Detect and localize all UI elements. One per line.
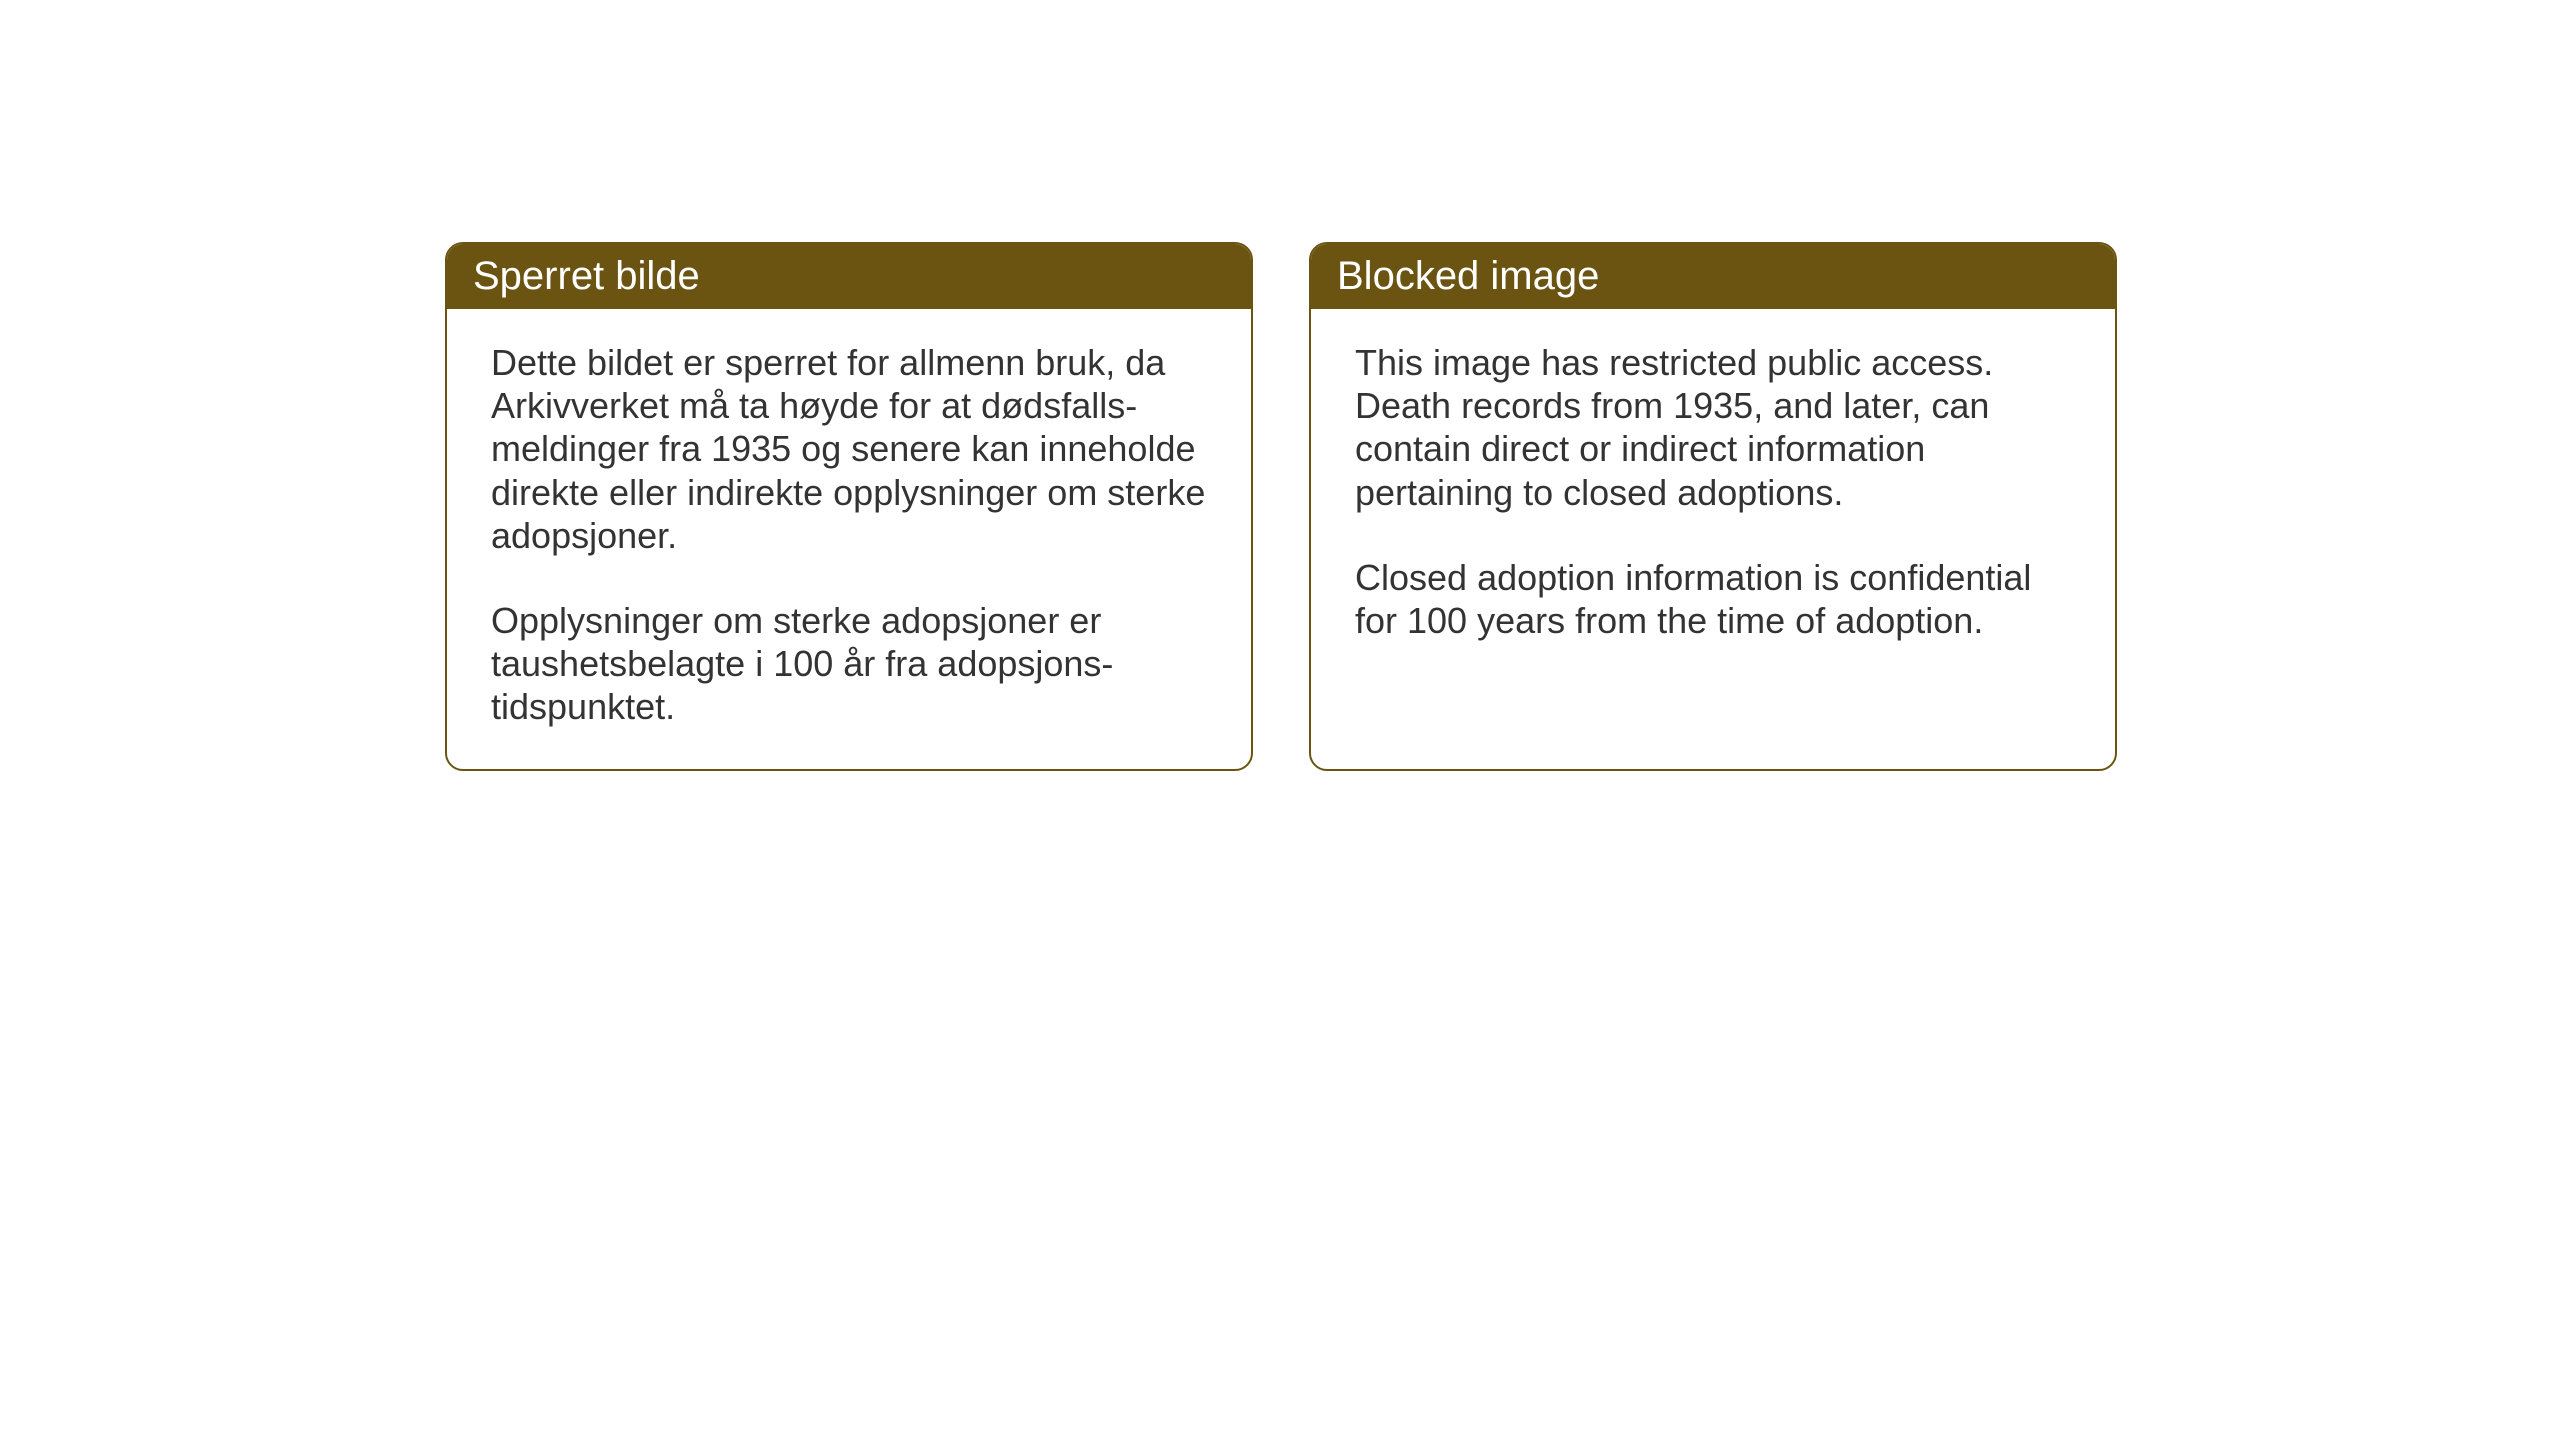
card-title: Blocked image — [1337, 254, 1599, 298]
card-header: Blocked image — [1311, 244, 2115, 309]
card-paragraph: Dette bildet er sperret for allmenn bruk… — [491, 341, 1207, 557]
card-body: Dette bildet er sperret for allmenn bruk… — [447, 309, 1251, 769]
notice-card-english: Blocked image This image has restricted … — [1309, 242, 2117, 771]
card-paragraph: Closed adoption information is confident… — [1355, 556, 2071, 642]
card-title: Sperret bilde — [473, 254, 700, 298]
notice-container: Sperret bilde Dette bildet er sperret fo… — [445, 242, 2117, 771]
card-body: This image has restricted public access.… — [1311, 309, 2115, 682]
card-header: Sperret bilde — [447, 244, 1251, 309]
notice-card-norwegian: Sperret bilde Dette bildet er sperret fo… — [445, 242, 1253, 771]
card-paragraph: This image has restricted public access.… — [1355, 341, 2071, 514]
card-paragraph: Opplysninger om sterke adopsjoner er tau… — [491, 599, 1207, 729]
